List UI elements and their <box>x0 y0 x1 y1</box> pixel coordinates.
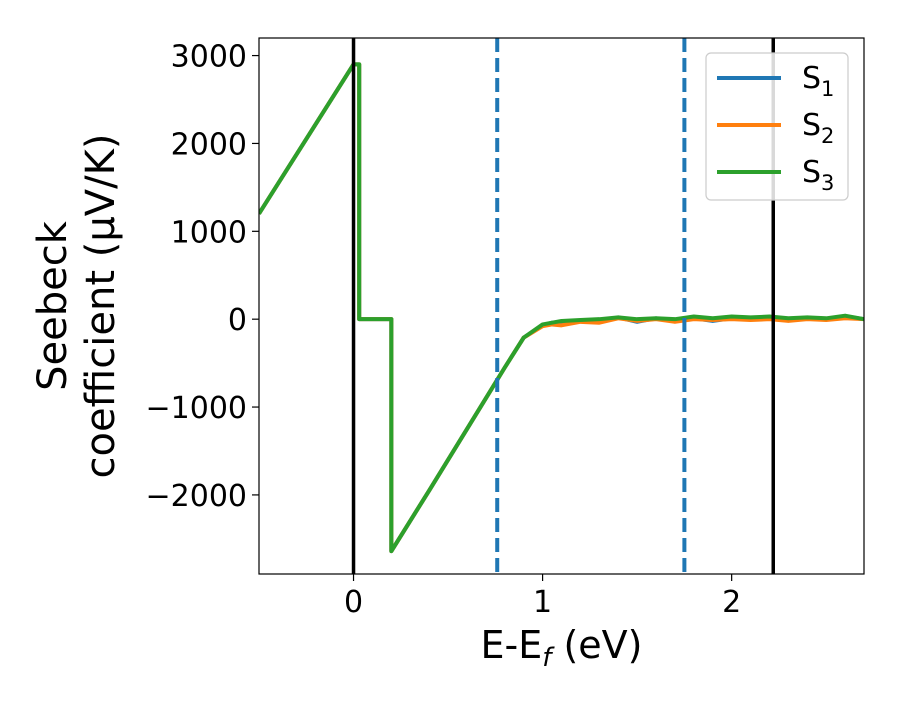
y-tick-label: −1000 <box>146 391 247 426</box>
y-tick-label: 0 <box>228 303 247 338</box>
y-tick-label: −2000 <box>146 479 247 514</box>
y-axis-label-line2: coefficient (μV/K) <box>78 134 124 479</box>
x-tick-label: 0 <box>344 585 363 620</box>
series-line-3 <box>259 62 864 554</box>
legend-label-3: S3 <box>802 155 834 195</box>
axes-layer: 0 1 2 −2000 −1000 0 1000 2000 3000 <box>146 37 865 620</box>
axes-frame <box>258 37 865 575</box>
x-tick-label: 1 <box>533 585 552 620</box>
axis-labels: E-Ef (eV) Seebeck coefficient (μV/K) <box>30 134 643 673</box>
y-tick-label: 1000 <box>171 215 247 250</box>
y-axis-label-line1: Seebeck <box>30 220 76 391</box>
y-tick-label: 3000 <box>171 40 247 75</box>
legend: S1 S2 S3 <box>705 52 849 201</box>
x-tick-label: 2 <box>722 585 741 620</box>
legend-label-2: S2 <box>802 108 834 148</box>
x-axis-label: E-Ef (eV) <box>481 623 643 673</box>
y-tick-label: 2000 <box>171 127 247 162</box>
legend-label-1: S1 <box>802 61 834 101</box>
